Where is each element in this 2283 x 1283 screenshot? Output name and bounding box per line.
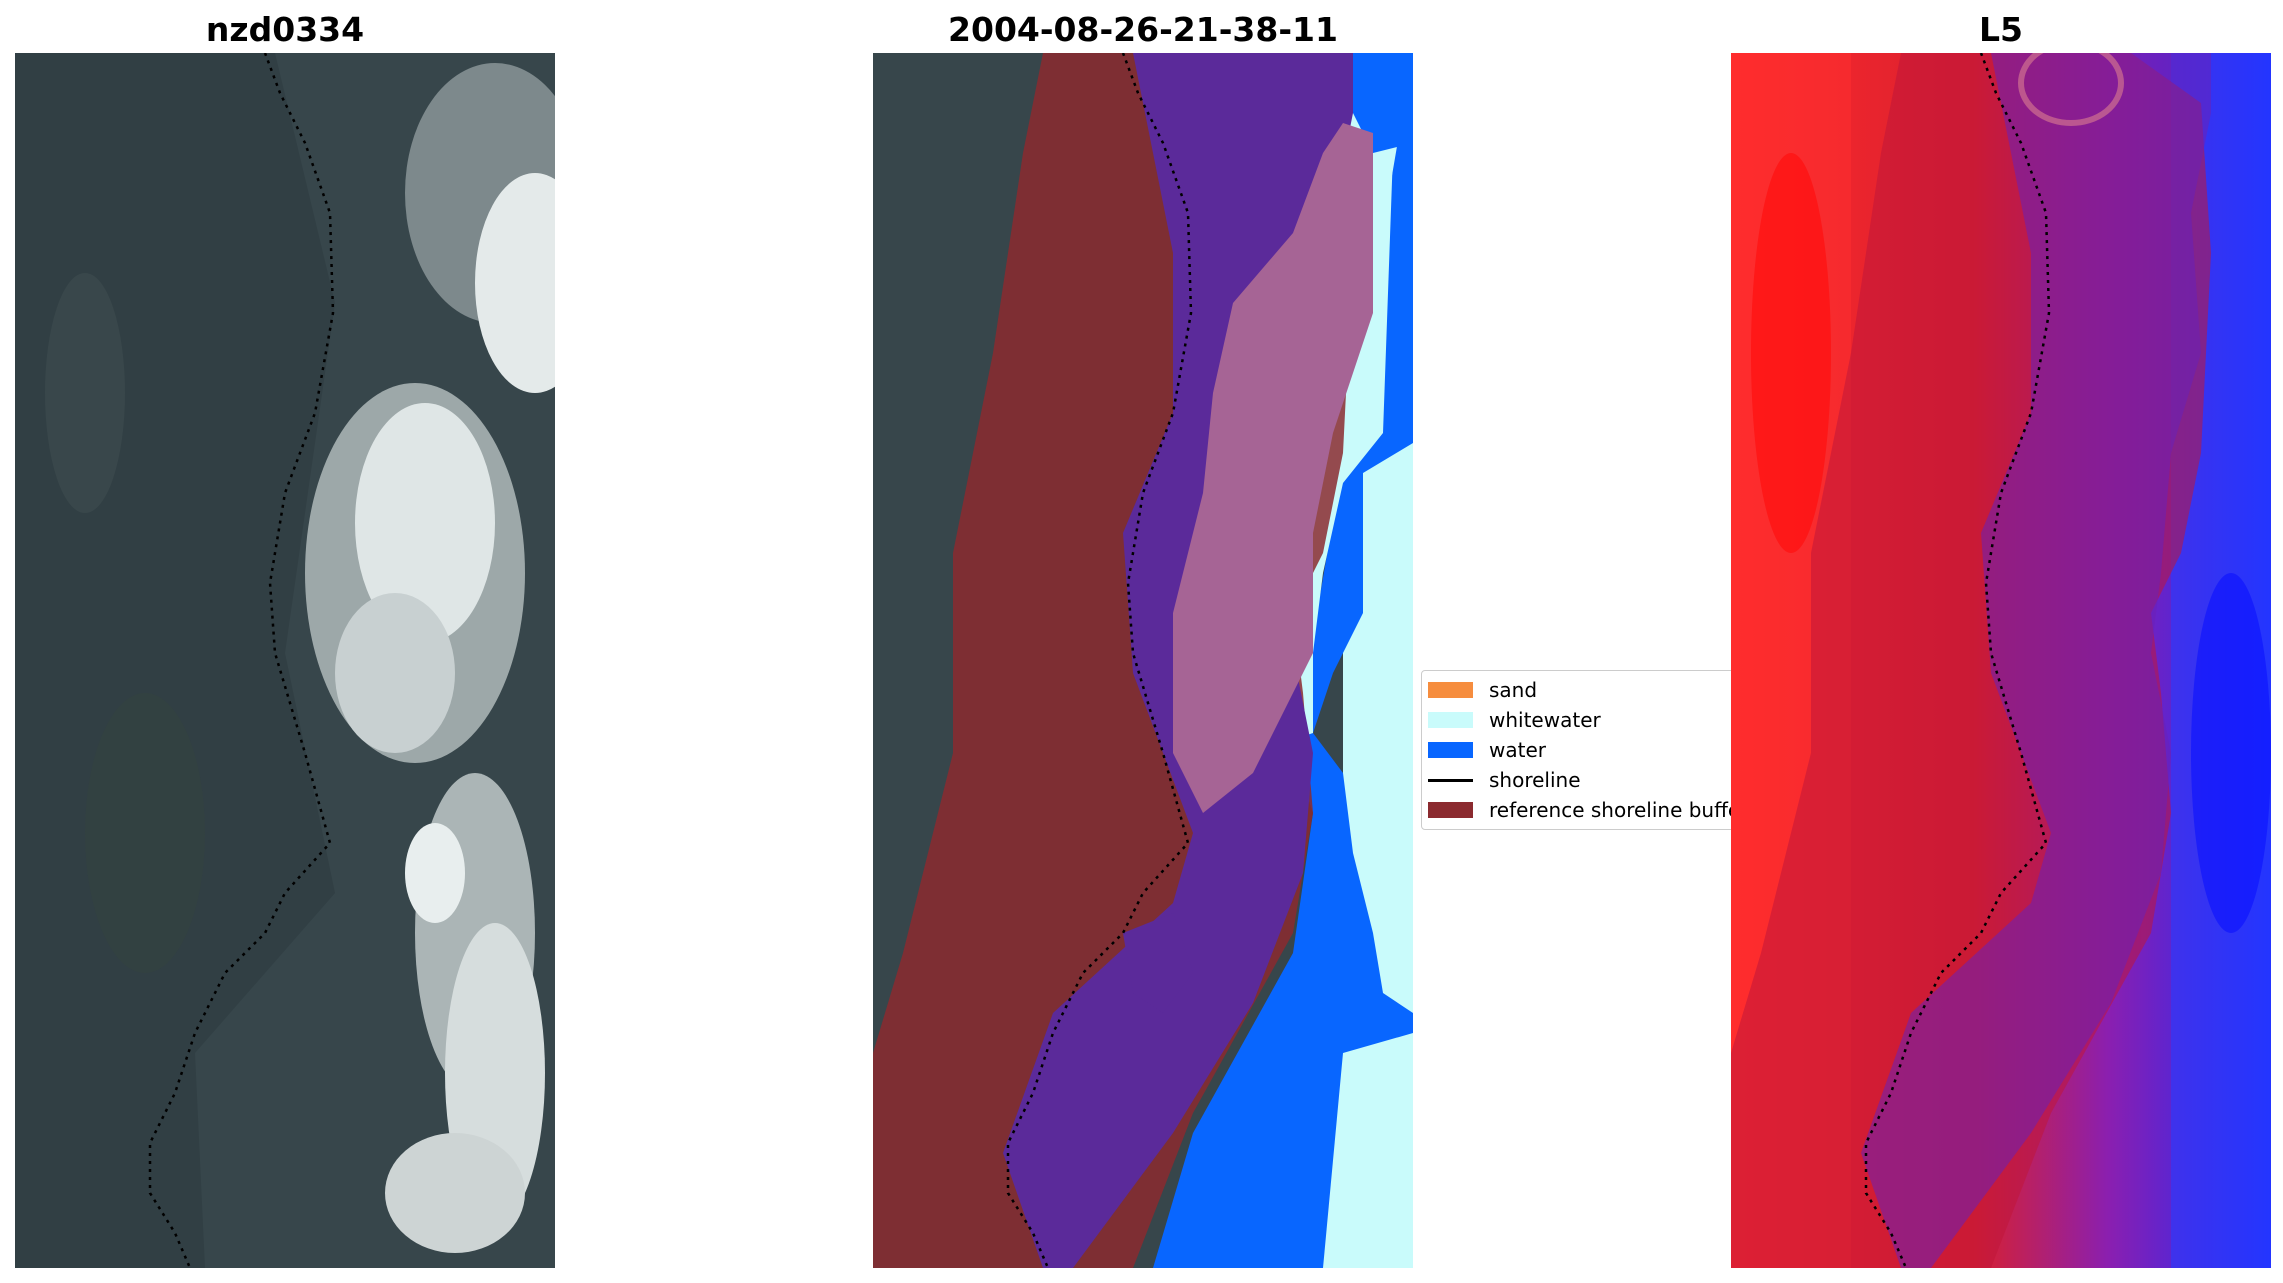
buffer-swatch <box>1428 802 1473 818</box>
sand-swatch <box>1428 682 1473 698</box>
legend-label: sand <box>1489 678 1538 702</box>
legend-item-shoreline: shoreline <box>1428 765 1581 795</box>
classified-image <box>873 53 1413 1268</box>
probability-panel <box>1731 53 2271 1268</box>
classification-panel <box>873 53 1413 1268</box>
legend: sand whitewater water shoreline referenc… <box>1421 670 1741 830</box>
legend-item-sand: sand <box>1428 675 1537 705</box>
legend-label: reference shoreline buffer <box>1489 798 1741 822</box>
right-panel-title: L5 <box>1979 10 2023 49</box>
legend-label: shoreline <box>1489 768 1581 792</box>
shoreline-swatch <box>1428 778 1473 782</box>
legend-item-reference-buffer: reference shoreline buffer <box>1428 795 1741 825</box>
water-swatch <box>1428 742 1473 758</box>
legend-item-whitewater: whitewater <box>1428 705 1601 735</box>
rgb-satellite-image <box>15 53 555 1268</box>
rgb-image-panel <box>15 53 555 1268</box>
legend-item-water: water <box>1428 735 1546 765</box>
water-region <box>1153 53 1413 1268</box>
probability-image <box>1731 53 2271 1268</box>
left-panel-title: nzd0334 <box>205 10 365 49</box>
legend-label: whitewater <box>1489 708 1601 732</box>
legend-label: water <box>1489 738 1546 762</box>
middle-panel-title: 2004-08-26-21-38-11 <box>948 10 1338 49</box>
whitewater-swatch <box>1428 712 1473 728</box>
